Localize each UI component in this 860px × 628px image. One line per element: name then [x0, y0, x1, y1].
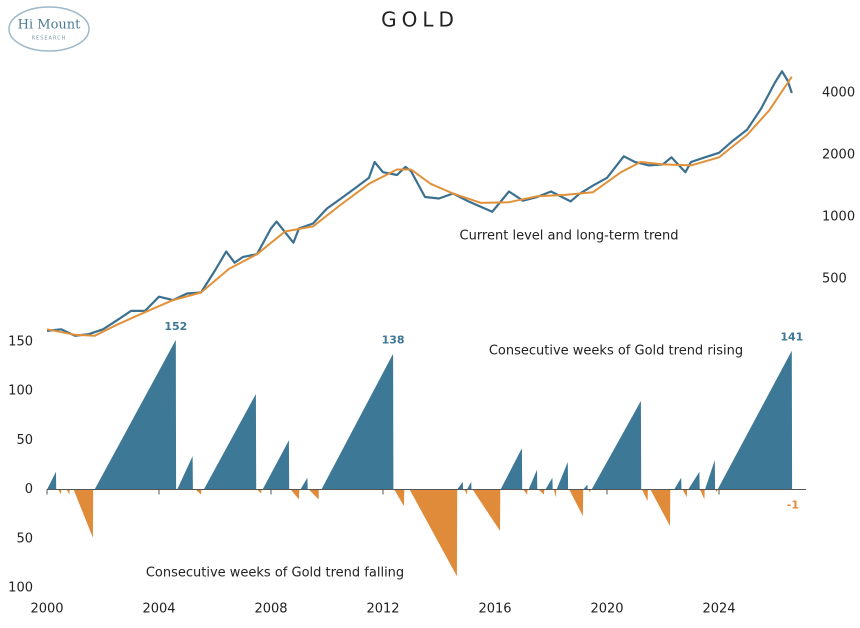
- data-label: 138: [382, 334, 405, 347]
- x-tick-label: 2004: [142, 602, 175, 617]
- y-tick-label: 4000: [822, 85, 855, 100]
- x-tick-label: 2024: [702, 602, 735, 617]
- y-tick-label: 150: [8, 334, 33, 349]
- price-line: [46, 70, 793, 337]
- data-label: 152: [164, 320, 187, 333]
- y-tick-label: 1000: [822, 209, 855, 224]
- price-line: [46, 76, 793, 337]
- x-tick-label: 2016: [478, 602, 511, 617]
- chart-title: GOLD: [381, 8, 459, 32]
- x-tick-label: 2008: [254, 602, 287, 617]
- annotation: Current level and long-term trend: [460, 229, 679, 244]
- y-tick-label: 50: [16, 531, 33, 546]
- logo-sub: RESEARCH: [32, 36, 67, 42]
- y-tick-label: 100: [8, 384, 33, 399]
- y-tick-label: 2000: [822, 147, 855, 162]
- y-tick-label: 50: [16, 433, 33, 448]
- x-tick-label: 2000: [30, 602, 63, 617]
- data-label: -1: [787, 499, 799, 512]
- annotation: Consecutive weeks of Gold trend rising: [489, 344, 743, 359]
- weeks-area: [47, 339, 793, 490]
- logo-ring: [8, 6, 90, 52]
- y-tick-label: 100: [8, 580, 33, 595]
- data-label: 141: [780, 331, 803, 344]
- y-tick-label: 0: [25, 482, 33, 497]
- logo-name: Hi Mount: [18, 18, 82, 33]
- y-tick-label: 500: [822, 271, 847, 286]
- x-tick-label: 2020: [590, 602, 623, 617]
- weeks-area: [58, 489, 793, 577]
- annotation: Consecutive weeks of Gold trend falling: [146, 566, 404, 581]
- x-tick-label: 2012: [366, 602, 399, 617]
